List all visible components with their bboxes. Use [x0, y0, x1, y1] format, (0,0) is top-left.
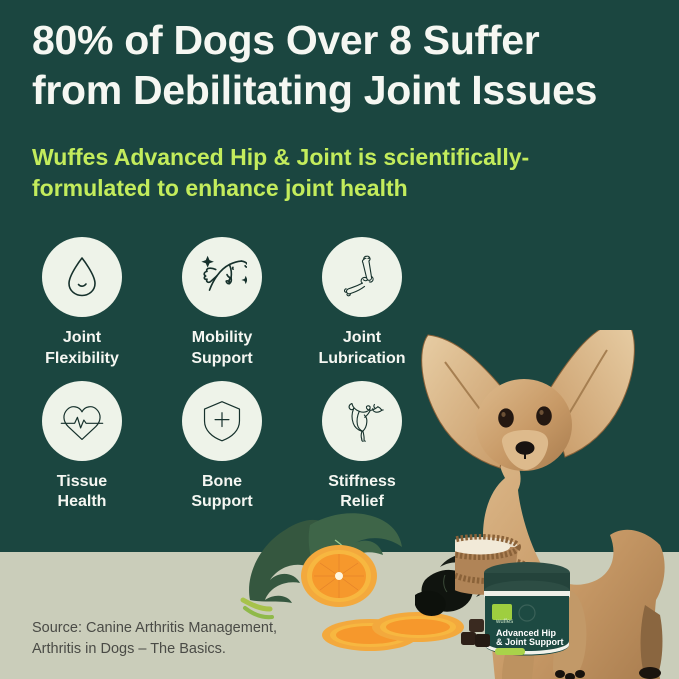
svg-text:wuffes: wuffes — [495, 619, 513, 625]
svg-text:& Joint Support: & Joint Support — [496, 637, 564, 647]
